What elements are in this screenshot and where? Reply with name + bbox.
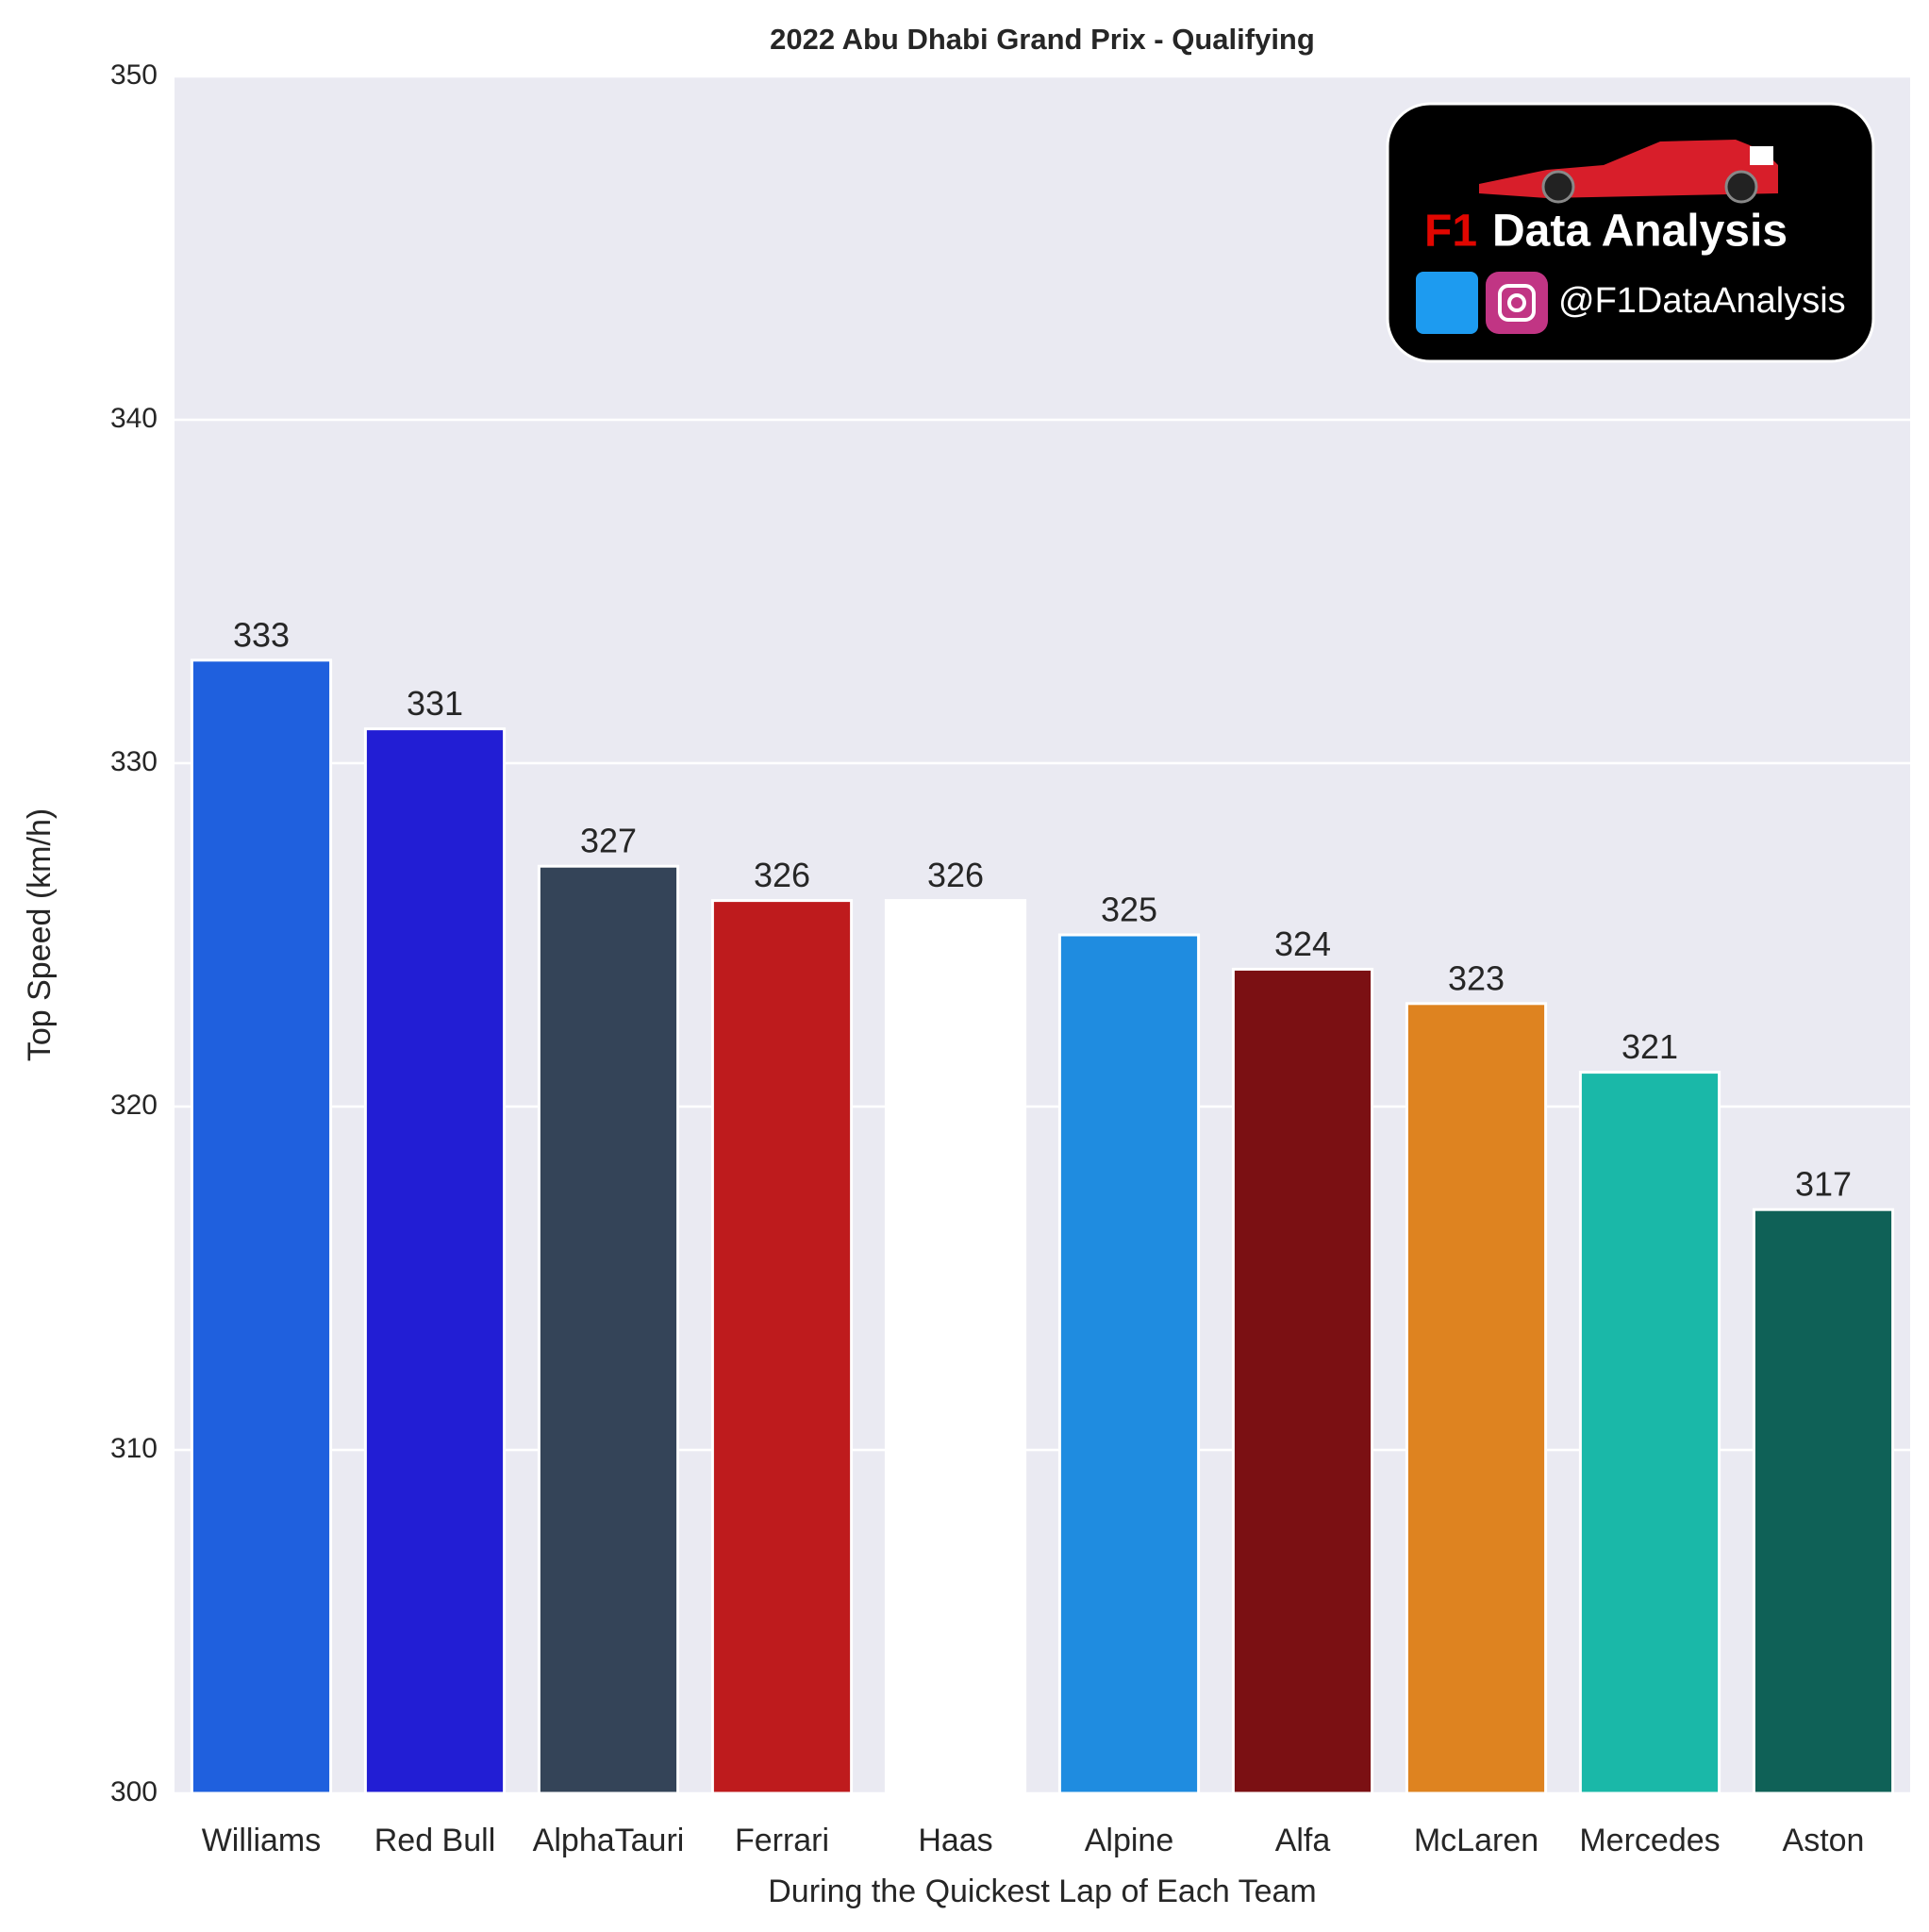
- twitter-icon: [1416, 272, 1478, 334]
- value-label: 331: [407, 684, 463, 723]
- y-tick-label: 310: [110, 1433, 158, 1464]
- value-label: 323: [1448, 958, 1505, 997]
- x-tick-label: Red Bull: [374, 1823, 496, 1858]
- x-tick-label: Alfa: [1275, 1823, 1331, 1858]
- x-tick-label: Mercedes: [1579, 1823, 1720, 1858]
- y-tick-label: 300: [110, 1776, 158, 1807]
- bar: [190, 658, 333, 1795]
- bar: [363, 727, 507, 1795]
- y-tick-label: 330: [110, 746, 158, 777]
- value-label: 326: [927, 856, 984, 894]
- value-label: 325: [1101, 891, 1157, 929]
- x-tick-label: Williams: [202, 1823, 322, 1858]
- bar: [884, 899, 1027, 1795]
- logo-accent: F1: [1424, 207, 1477, 257]
- bar: [1057, 933, 1201, 1795]
- x-axis-label: During the Quickest Lap of Each Team: [768, 1874, 1316, 1909]
- y-axis-label: Top Speed (km/h): [22, 808, 58, 1061]
- x-tick-label: AlphaTauri: [533, 1823, 685, 1858]
- y-tick-label: 350: [110, 59, 158, 91]
- logo: F1 Data Analysis @F1DataAnalysis: [1386, 102, 1875, 363]
- x-tick-label: Ferrari: [735, 1823, 829, 1858]
- x-tick-label: McLaren: [1414, 1823, 1538, 1858]
- chart-title: 2022 Abu Dhabi Grand Prix - Qualifying: [770, 23, 1315, 56]
- x-tick-label: Aston: [1783, 1823, 1865, 1858]
- bars: 333 331 327 326 326 325 324 323 321 317: [190, 615, 1895, 1795]
- bar: [1578, 1071, 1721, 1795]
- bar: [710, 899, 854, 1795]
- x-tick-label: Haas: [918, 1823, 992, 1858]
- value-label: 317: [1795, 1165, 1852, 1204]
- value-label: 324: [1274, 924, 1331, 963]
- x-tick-label: Alpine: [1085, 1823, 1174, 1858]
- bar: [1231, 967, 1374, 1795]
- value-label: 327: [580, 822, 637, 860]
- value-label: 333: [233, 615, 290, 654]
- logo-title: Data Analysis: [1492, 207, 1788, 257]
- y-tick-label: 340: [110, 403, 158, 434]
- bar: [537, 864, 680, 1795]
- bar: [1752, 1208, 1895, 1795]
- value-label: 326: [754, 856, 810, 894]
- bar: [1405, 1002, 1548, 1795]
- value-label: 321: [1621, 1027, 1678, 1066]
- logo-car: [1479, 140, 1778, 204]
- instagram-icon: [1486, 272, 1548, 334]
- y-tick-label: 320: [110, 1090, 158, 1121]
- logo-handle: @F1DataAnalysis: [1558, 281, 1846, 321]
